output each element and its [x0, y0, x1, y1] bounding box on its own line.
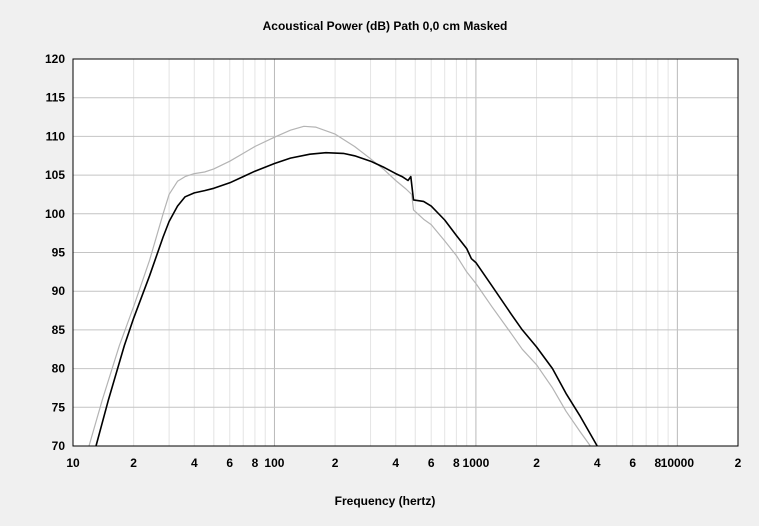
- x-tick-label: 6: [226, 456, 233, 470]
- x-tick-label: 6: [428, 456, 435, 470]
- x-tick-label: 10000: [661, 456, 695, 470]
- series-line-black: [95, 151, 598, 447]
- x-tick-label: 10: [66, 456, 80, 470]
- x-axis-label: Frequency (hertz): [335, 494, 436, 508]
- x-tick-label: 1000: [463, 456, 490, 470]
- y-tick-label: 100: [45, 207, 65, 221]
- y-tick-label: 120: [45, 52, 65, 66]
- x-tick-label: 100: [264, 456, 284, 470]
- y-tick-label: 90: [52, 284, 66, 298]
- x-axis-ticks: 10 2 4 6 8 100 2 4 6 8 1000 2 4 6 8 10000 2: [66, 456, 741, 470]
- plot-frame: [72, 58, 739, 447]
- y-tick-label: 75: [52, 400, 66, 414]
- series-layer: [88, 125, 598, 447]
- y-axis-ticks: 70 75 80 85 90 95 100 105 110 115 120: [45, 52, 65, 453]
- x-tick-label: 2: [130, 456, 137, 470]
- y-tick-label: 95: [52, 246, 66, 260]
- x-tick-label: 6: [629, 456, 636, 470]
- x-tick-label: 4: [594, 456, 601, 470]
- y-tick-label: 115: [46, 91, 66, 105]
- y-tick-label: 105: [45, 168, 65, 182]
- x-tick-label: 8: [453, 456, 460, 470]
- y-tick-label: 80: [52, 362, 66, 376]
- x-tick-label: 4: [392, 456, 399, 470]
- x-tick-label: 8: [252, 456, 259, 470]
- x-tick-label: 2: [533, 456, 540, 470]
- x-tick-label: 2: [332, 456, 339, 470]
- series-line-grey: [88, 125, 591, 447]
- y-tick-label: 70: [52, 439, 66, 453]
- major-grid: [73, 59, 738, 446]
- x-tick-label: 4: [191, 456, 198, 470]
- chart-title: Acoustical Power (dB) Path 0,0 cm Masked: [263, 19, 508, 33]
- y-tick-label: 85: [52, 323, 66, 337]
- x-tick-label: 8: [654, 456, 661, 470]
- y-tick-label: 110: [46, 129, 66, 143]
- x-tick-label: 2: [735, 456, 742, 470]
